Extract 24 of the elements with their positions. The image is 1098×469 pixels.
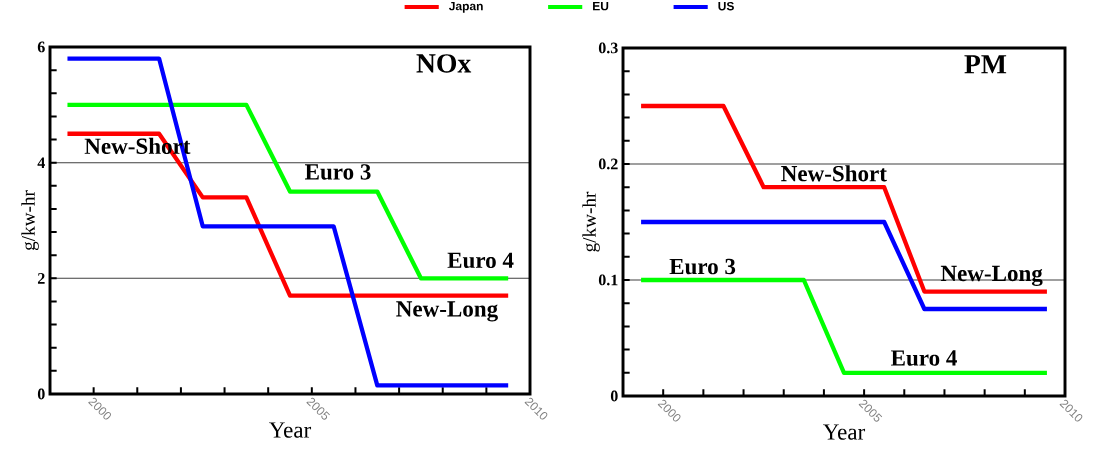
annotation: New-Long [396,301,498,322]
annotation: Euro 4 [447,252,514,269]
x-axis-title: Year [823,424,866,440]
y-tick-label: 4 [37,157,45,168]
annotation: New-Long [940,265,1043,287]
x-axis-title: Year [269,422,312,438]
y-axis-title: g/kw-hr [21,190,39,251]
y-tick-label: 2 [37,273,45,284]
y-tick-label: 0.1 [598,274,618,286]
annotation: Euro 3 [669,258,736,275]
y-tick-label: 0.3 [598,42,618,54]
y-axis-title: g/kw-hr [582,191,600,252]
annotation: Euro 4 [891,350,957,366]
y-tick-label: 0 [37,388,45,400]
annotation: New-Short [781,165,887,182]
y-tick-label: 0 [610,390,618,402]
legend-label: EU [593,1,609,11]
legend-label: US [718,1,734,11]
y-tick-label: 6 [37,41,45,53]
annotation: Euro 3 [305,164,371,180]
chart-title: NOx [416,54,472,73]
legend-label: Japan [448,1,483,13]
chart-title: PM [964,55,1007,74]
y-tick-label: 0.2 [598,158,618,170]
